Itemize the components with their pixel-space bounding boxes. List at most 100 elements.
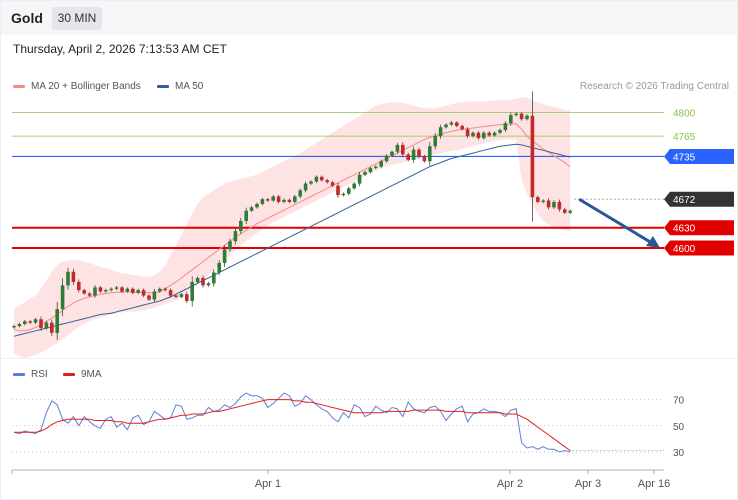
legend-9ma: 9MA (63, 369, 102, 380)
candle-body (82, 290, 86, 294)
candle-body (190, 281, 194, 301)
legend-ma20-label: MA 20 + Bollinger Bands (31, 81, 141, 92)
candle-body (125, 288, 130, 292)
candle-body (39, 319, 43, 329)
candle-body (77, 281, 81, 291)
legend-ma50-label: MA 50 (175, 81, 204, 92)
candle-body (341, 193, 346, 196)
candle-body (298, 190, 302, 197)
candle-body (287, 199, 292, 202)
candle-body (23, 321, 27, 325)
candle-body (438, 127, 443, 137)
candle-body (406, 154, 410, 160)
candle-body (174, 295, 178, 297)
candle-body (260, 199, 265, 204)
candle-body (482, 132, 486, 139)
candle-body (563, 209, 567, 213)
candle-body (363, 172, 367, 175)
candle-body (228, 241, 232, 250)
candle-body (60, 285, 65, 310)
ma20-swatch (13, 85, 25, 88)
interval-selector[interactable]: 30 MIN (52, 7, 102, 30)
level-tag-4630 (664, 220, 734, 236)
rsi-tick-70: 70 (673, 396, 685, 407)
candle-body (120, 287, 124, 292)
candle-body (93, 287, 97, 296)
ma50-swatch (157, 85, 169, 88)
candle-body (141, 290, 146, 296)
candle-body (195, 277, 200, 282)
candle-body (293, 196, 297, 202)
candle-body (206, 283, 211, 286)
candle-body (239, 220, 243, 232)
candle-body (449, 122, 454, 125)
candle-body (368, 167, 373, 173)
chart-datetime: Thursday, April 2, 2026 7:13:53 AM CET (13, 42, 227, 56)
candle-body (33, 319, 38, 323)
level-label-4765: 4765 (673, 132, 696, 143)
9ma-swatch (63, 373, 75, 376)
candle-body (465, 129, 470, 137)
candle-body (98, 287, 103, 292)
candle-body (568, 210, 572, 213)
candle-body (525, 115, 529, 120)
candle-body (325, 180, 329, 183)
candle-body (471, 132, 475, 137)
candle-body (444, 124, 448, 128)
candle-body (503, 123, 508, 130)
candle-body (163, 288, 167, 291)
candle-body (498, 129, 502, 133)
candle-body (557, 201, 562, 210)
candle-body (66, 271, 70, 286)
candle-body (357, 174, 362, 184)
x-tick-label: Apr 1 (255, 478, 281, 490)
rsi-tick-50: 50 (673, 422, 685, 433)
candle-body (201, 277, 205, 286)
candle-body (282, 199, 286, 202)
candle-body (379, 161, 383, 167)
candle-body (71, 271, 76, 282)
candle-body (541, 200, 545, 202)
candle-body (276, 196, 281, 202)
rsi-ma-line (14, 399, 571, 452)
candle-body (309, 181, 313, 184)
legend-ma50: MA 50 (157, 81, 203, 92)
candle-body (12, 326, 16, 328)
candle-body (433, 136, 437, 147)
candle-body (104, 290, 108, 292)
instrument-title: Gold (11, 10, 43, 26)
legend-9ma-label: 9MA (81, 369, 102, 380)
chart-header (1, 1, 737, 35)
candle-body (212, 272, 216, 284)
ma50-line (13, 143, 571, 337)
candle-body (114, 287, 119, 289)
candle-body (158, 288, 162, 292)
candle-body (330, 182, 335, 186)
candle-body (50, 322, 54, 333)
rsi-line (13, 392, 571, 453)
candle-body (395, 144, 400, 152)
candle-body (352, 183, 356, 189)
candle-body (244, 210, 248, 221)
candle-body (147, 295, 151, 300)
candle-body (255, 203, 259, 208)
candle-body (411, 149, 416, 160)
candle-body (422, 156, 427, 162)
level-label-4735: 4735 (673, 152, 696, 163)
candle-body (44, 322, 49, 329)
candle-body (390, 151, 394, 156)
candles (12, 91, 572, 340)
x-tick-label: Apr 3 (575, 478, 601, 490)
candle-body (17, 324, 22, 327)
candle-body (131, 288, 135, 293)
candle-body (87, 293, 92, 296)
pane-divider (1, 358, 737, 359)
forecast-arrow (578, 198, 654, 245)
forecast-arrowhead (646, 236, 660, 249)
candle-body (249, 207, 254, 211)
level-label-4630: 4630 (673, 224, 696, 235)
candle-body (519, 113, 524, 120)
candle-body (55, 309, 59, 333)
level-label-4672: 4672 (673, 195, 696, 206)
